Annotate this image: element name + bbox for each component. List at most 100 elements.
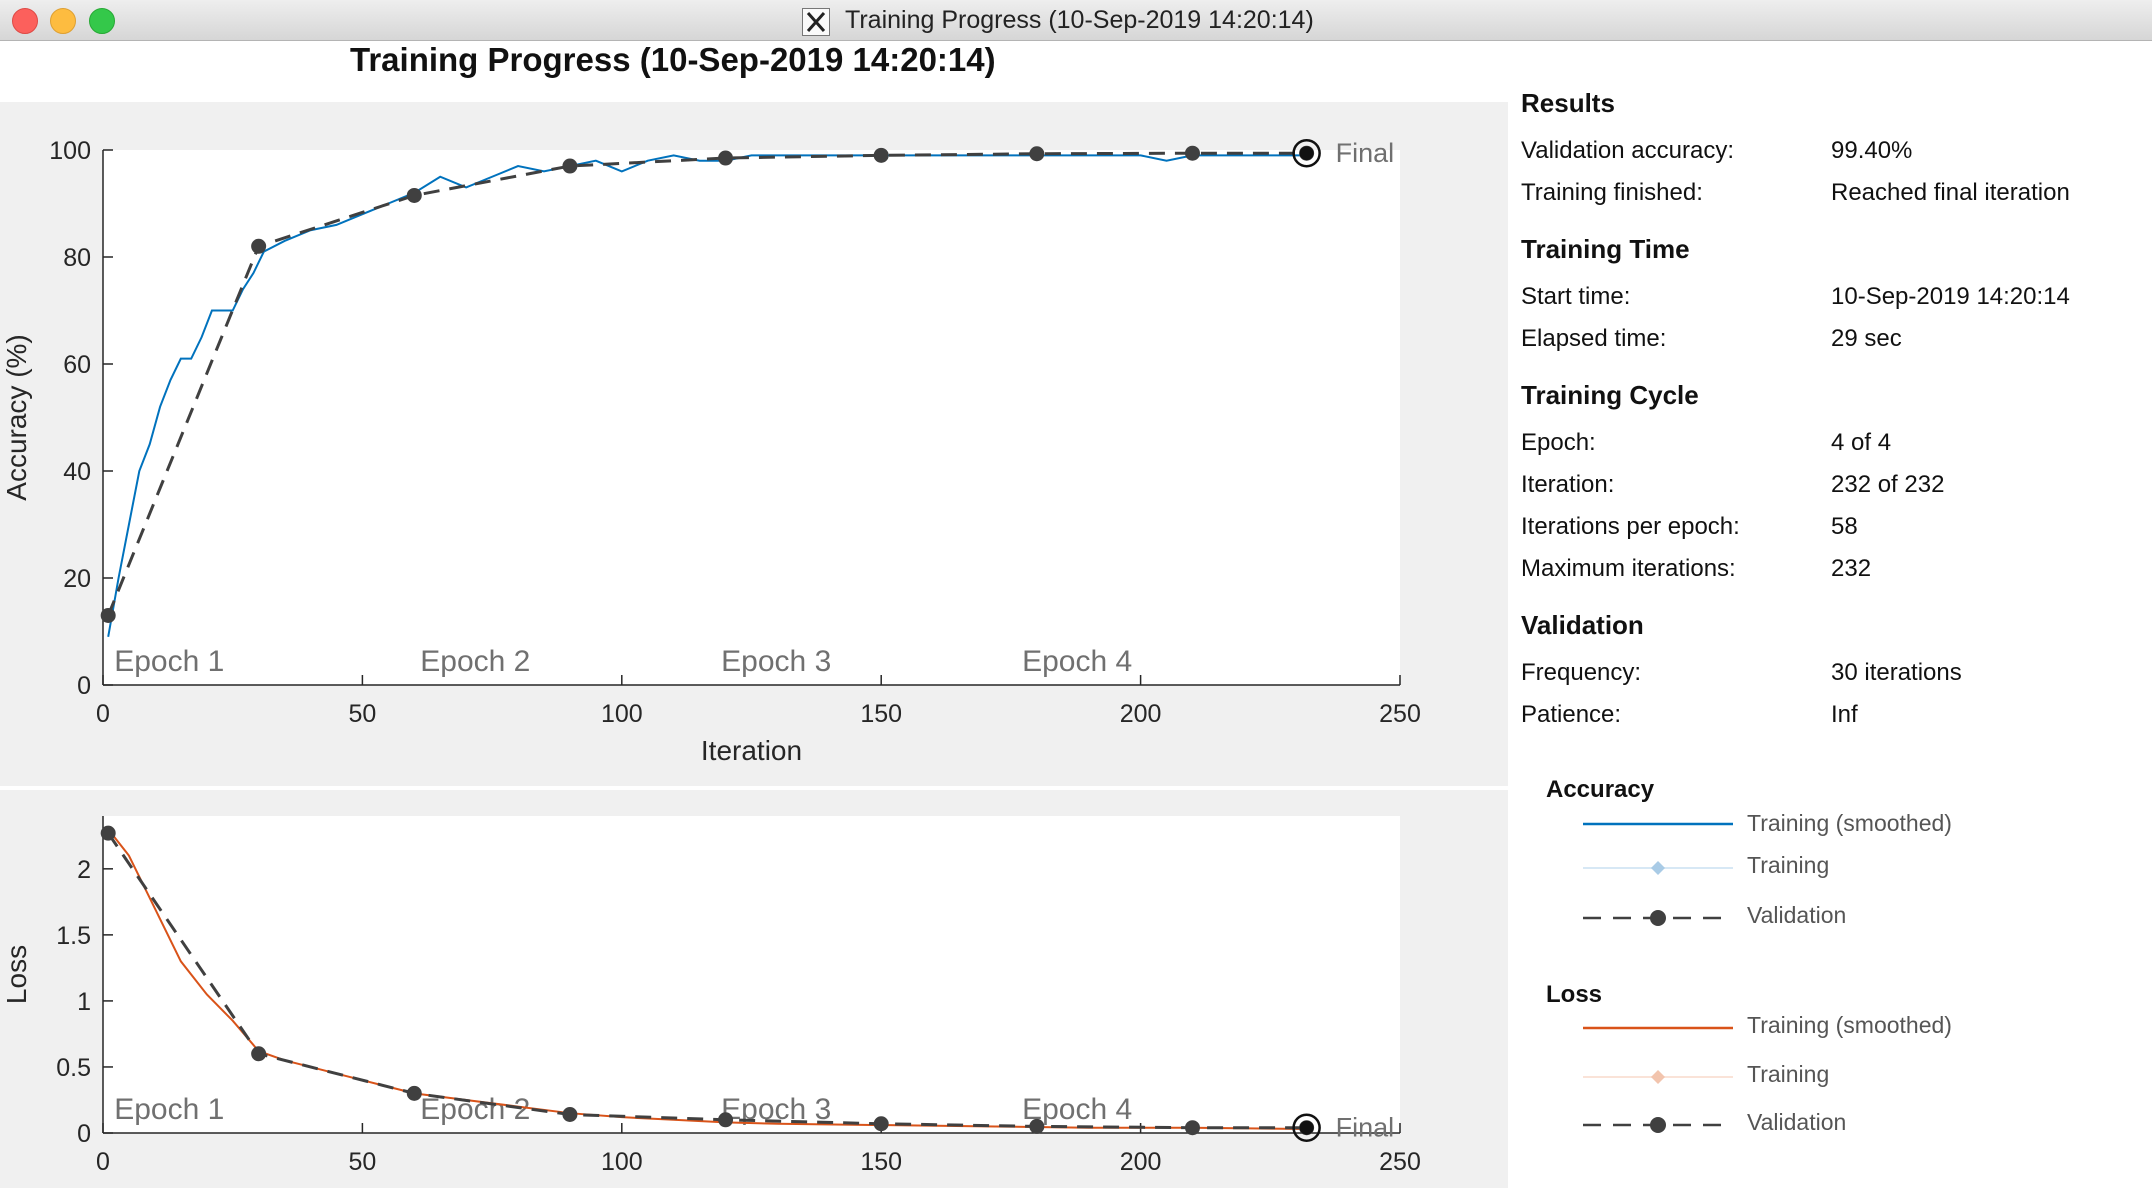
accuracy-validation-point [1184, 145, 1200, 161]
iterations-per-epoch-value: 58 [1831, 513, 1858, 540]
loss-smoothed-legend-label: Training (smoothed) [1747, 1012, 1952, 1038]
accuracy-epoch-label: Epoch 1 [114, 645, 224, 678]
accuracy-epoch-label: Epoch 4 [1022, 645, 1132, 678]
loss-x-tick-label: 50 [348, 1148, 376, 1176]
close-window-button[interactable] [12, 8, 38, 34]
accuracy-validation-legend-swatch [1583, 910, 1733, 926]
validation-heading: Validation [1521, 610, 1644, 640]
accuracy-validation-point [873, 147, 889, 163]
loss-final-label: Final [1336, 1113, 1395, 1143]
loss-x-tick-label: 100 [601, 1148, 643, 1176]
iteration-value: 232 of 232 [1831, 471, 1945, 498]
patience-value: Inf [1831, 701, 1858, 728]
loss-x-tick-label: 250 [1379, 1148, 1421, 1176]
loss-chart: 0 50 100 150 200 250 0 0.5 1 1.5 2 Iteration Loss Epo… [1, 816, 1421, 1188]
accuracy-training-legend-label: Training [1747, 852, 1830, 878]
accuracy-final-dot [1299, 146, 1314, 161]
training-time-heading: Training Time [1521, 234, 1690, 264]
start-time-label: Start time: [1521, 283, 1631, 310]
accuracy-y-axis-label: Accuracy (%) [1, 334, 32, 500]
accuracy-y-tick-label: 20 [63, 565, 91, 593]
accuracy-y-tick-label: 80 [63, 244, 91, 272]
accuracy-validation-point [100, 607, 116, 623]
accuracy-epoch-label: Epoch 2 [420, 645, 530, 678]
loss-smoothed-legend-swatch [1583, 1026, 1733, 1030]
loss-x-tick-label: 0 [96, 1148, 110, 1176]
accuracy-chart: 0 50 100 150 200 250 0 20 40 60 80 100 Iteration Accu… [1, 137, 1421, 766]
accuracy-x-axis-label: Iteration [701, 735, 802, 766]
loss-validation-point [1184, 1120, 1200, 1136]
accuracy-final-label: Final [1336, 138, 1395, 168]
accuracy-x-tick-label: 200 [1120, 700, 1162, 728]
loss-epoch-label: Epoch 2 [420, 1093, 530, 1126]
loss-validation-point [1029, 1118, 1045, 1134]
training-finished-value: Reached final iteration [1831, 179, 2070, 206]
minimize-window-button[interactable] [50, 8, 76, 34]
loss-legend-title: Loss [1546, 981, 1603, 1008]
accuracy-x-tick-label: 100 [601, 700, 643, 728]
start-time-value: 10-Sep-2019 14:20:14 [1831, 283, 2070, 310]
training-finished-label: Training finished: [1521, 179, 1703, 206]
loss-y-tick-label: 2 [77, 856, 91, 884]
zoom-window-button[interactable] [89, 8, 115, 34]
loss-training-legend-label: Training [1747, 1061, 1830, 1087]
window-title: Training Progress (10-Sep-2019 14:20:14) [845, 6, 1314, 34]
accuracy-y-tick-label: 0 [77, 672, 91, 700]
loss-y-tick-label: 0 [77, 1120, 91, 1148]
loss-epoch-label: Epoch 1 [114, 1093, 224, 1126]
loss-x-tick-label: 200 [1120, 1148, 1162, 1176]
accuracy-validation-point [718, 150, 734, 166]
maximum-iterations-value: 232 [1831, 555, 1872, 582]
loss-y-tick-label: 1 [77, 988, 91, 1016]
accuracy-final-marker [1292, 138, 1321, 168]
loss-validation-point [100, 825, 116, 841]
frequency-value: 30 iterations [1831, 659, 1962, 686]
x11-icon [802, 8, 830, 36]
loss-validation-point [718, 1112, 734, 1128]
accuracy-x-tick-label: 150 [860, 700, 902, 728]
accuracy-x-tick-label: 0 [96, 700, 110, 728]
patience-label: Patience: [1521, 701, 1622, 728]
loss-y-tick-label: 1.5 [56, 922, 91, 950]
loss-training-legend-swatch [1583, 1070, 1733, 1084]
results-heading: Results [1521, 88, 1615, 118]
accuracy-validation-point [1029, 146, 1045, 162]
validation-accuracy-label: Validation accuracy: [1521, 137, 1734, 164]
loss-x-axis-label: Iteration [701, 1183, 802, 1188]
accuracy-x-tick-label: 250 [1379, 700, 1421, 728]
elapsed-time-label: Elapsed time: [1521, 325, 1667, 352]
validation-accuracy-value: 99.40% [1831, 137, 1913, 164]
loss-axes-bg [103, 816, 1400, 1133]
accuracy-validation-legend-label: Validation [1747, 902, 1847, 928]
accuracy-epoch-label: Epoch 3 [721, 645, 831, 678]
epoch-label: Epoch: [1521, 429, 1596, 456]
iteration-label: Iteration: [1521, 471, 1615, 498]
accuracy-validation-point [406, 187, 422, 203]
iterations-per-epoch-label: Iterations per epoch: [1521, 513, 1740, 540]
window-titlebar: Training Progress (10-Sep-2019 14:20:14) [0, 0, 2152, 41]
accuracy-validation-point [251, 238, 267, 254]
accuracy-smoothed-legend-swatch [1583, 822, 1733, 826]
frequency-label: Frequency: [1521, 659, 1642, 686]
loss-validation-legend-label: Validation [1747, 1109, 1847, 1135]
accuracy-x-tick-label: 50 [348, 700, 376, 728]
training-cycle-heading: Training Cycle [1521, 380, 1699, 410]
loss-final-dot [1299, 1120, 1314, 1135]
accuracy-y-tick-label: 60 [63, 351, 91, 379]
loss-y-tick-label: 0.5 [56, 1054, 91, 1082]
loss-x-tick-label: 150 [860, 1148, 902, 1176]
epoch-value: 4 of 4 [1831, 429, 1892, 456]
figure-title: Training Progress (10-Sep-2019 14:20:14) [350, 41, 996, 78]
accuracy-axes-bg [103, 150, 1400, 685]
loss-validation-point [873, 1116, 889, 1132]
loss-validation-point [251, 1046, 267, 1062]
accuracy-validation-point [562, 158, 578, 174]
loss-validation-point [406, 1085, 422, 1101]
loss-validation-point [562, 1107, 578, 1123]
loss-y-axis-label: Loss [1, 945, 32, 1004]
elapsed-time-value: 29 sec [1831, 325, 1902, 352]
maximum-iterations-label: Maximum iterations: [1521, 555, 1736, 582]
accuracy-y-tick-label: 40 [63, 458, 91, 486]
loss-validation-legend-swatch [1583, 1117, 1733, 1133]
loss-final-marker [1292, 1113, 1321, 1142]
